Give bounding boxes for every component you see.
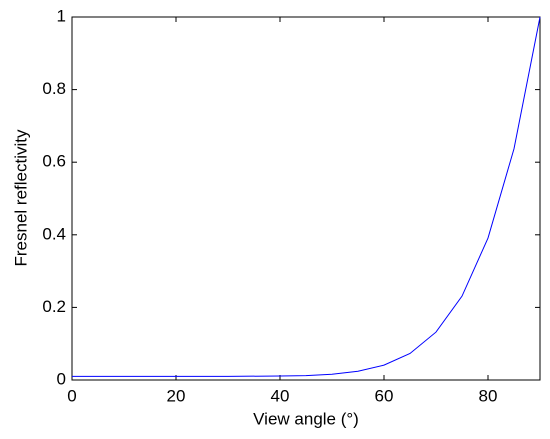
x-tick-label: 40 [271,386,290,405]
x-tick-label: 0 [67,386,76,405]
y-tick-label: 0.6 [42,152,66,171]
y-tick-label: 0.2 [42,297,66,316]
y-axis-label: Fresnel reflectivity [11,129,30,266]
y-tick-label: 1 [57,6,66,25]
x-tick-label: 80 [479,386,498,405]
x-tick-label: 60 [375,386,394,405]
y-tick-label: 0.4 [42,224,66,243]
x-axis-label: View angle (°) [253,409,359,428]
data-line [72,16,541,377]
y-tick-label: 0.8 [42,79,66,98]
y-tick-label: 0 [57,369,66,388]
x-tick-label: 20 [167,386,186,405]
plot-frame [71,16,541,381]
